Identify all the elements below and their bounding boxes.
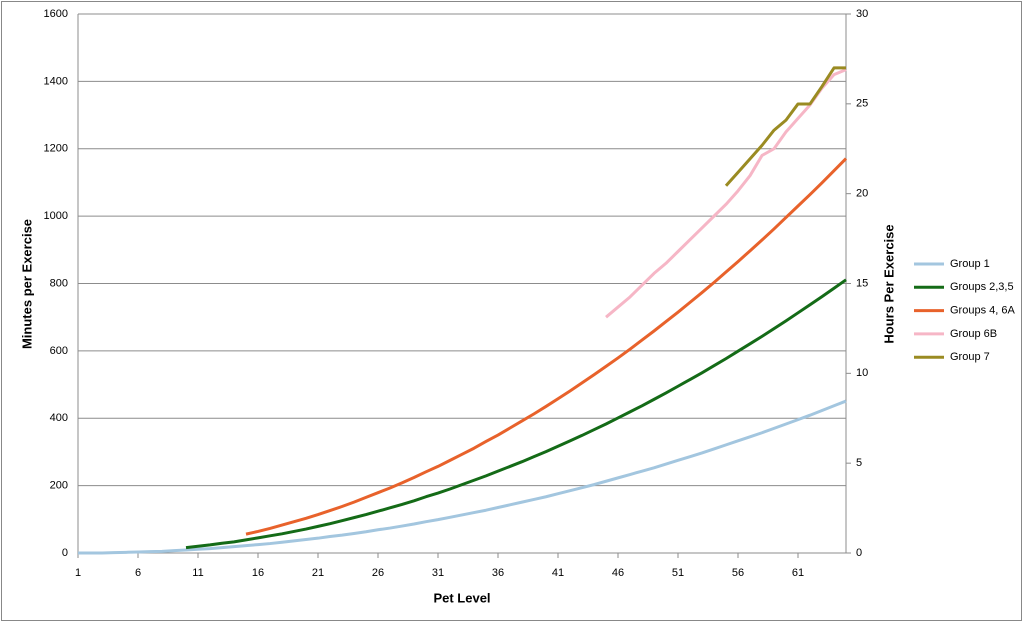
x-tick-label: 56 bbox=[732, 567, 744, 579]
legend-label: Group 7 bbox=[950, 351, 990, 363]
y-tick-label: 1600 bbox=[44, 8, 68, 20]
series-line bbox=[245, 157, 848, 536]
series-line bbox=[724, 66, 846, 187]
y2-axis-title: Hours Per Exercise bbox=[881, 224, 896, 343]
x-tick-label: 31 bbox=[432, 567, 444, 579]
x-tick-label: 11 bbox=[192, 567, 203, 579]
x-tick-label: 6 bbox=[135, 567, 141, 579]
x-tick-label: 36 bbox=[492, 567, 504, 579]
y-tick-label: 1000 bbox=[44, 210, 68, 222]
legend-label: Group 1 bbox=[950, 258, 990, 270]
y-tick-label: 800 bbox=[50, 277, 68, 289]
y-tick-label: 1400 bbox=[44, 75, 68, 87]
legend-label: Groups 4, 6A bbox=[950, 305, 1015, 317]
y2-tick-label: 10 bbox=[856, 367, 868, 379]
x-tick-label: 41 bbox=[552, 567, 564, 579]
x-tick-label: 21 bbox=[312, 567, 324, 579]
y2-tick-label: 30 bbox=[856, 8, 868, 20]
x-tick-label: 16 bbox=[252, 567, 264, 579]
series-line bbox=[605, 68, 847, 319]
legend-label: Groups 2,3,5 bbox=[950, 281, 1014, 293]
y-tick-label: 1200 bbox=[44, 143, 68, 155]
y2-tick-label: 15 bbox=[856, 277, 868, 289]
y2-tick-label: 25 bbox=[856, 98, 868, 110]
y2-tick-label: 5 bbox=[856, 457, 862, 469]
x-tick-label: 61 bbox=[792, 567, 804, 579]
y-tick-label: 200 bbox=[50, 480, 68, 492]
y-axis-title: Minutes per Exercise bbox=[19, 219, 34, 349]
y-tick-label: 400 bbox=[50, 412, 68, 424]
y2-tick-label: 20 bbox=[856, 188, 868, 200]
x-tick-label: 46 bbox=[612, 567, 624, 579]
y-tick-label: 0 bbox=[62, 547, 68, 559]
y2-tick-label: 0 bbox=[856, 547, 862, 559]
series-line bbox=[185, 278, 847, 550]
legend-label: Group 6B bbox=[950, 328, 997, 340]
x-axis-title: Pet Level bbox=[433, 590, 490, 605]
series-line bbox=[78, 399, 847, 555]
x-tick-label: 26 bbox=[372, 567, 384, 579]
x-tick-label: 1 bbox=[75, 567, 81, 579]
y-tick-label: 600 bbox=[50, 345, 68, 357]
x-tick-label: 51 bbox=[672, 567, 684, 579]
